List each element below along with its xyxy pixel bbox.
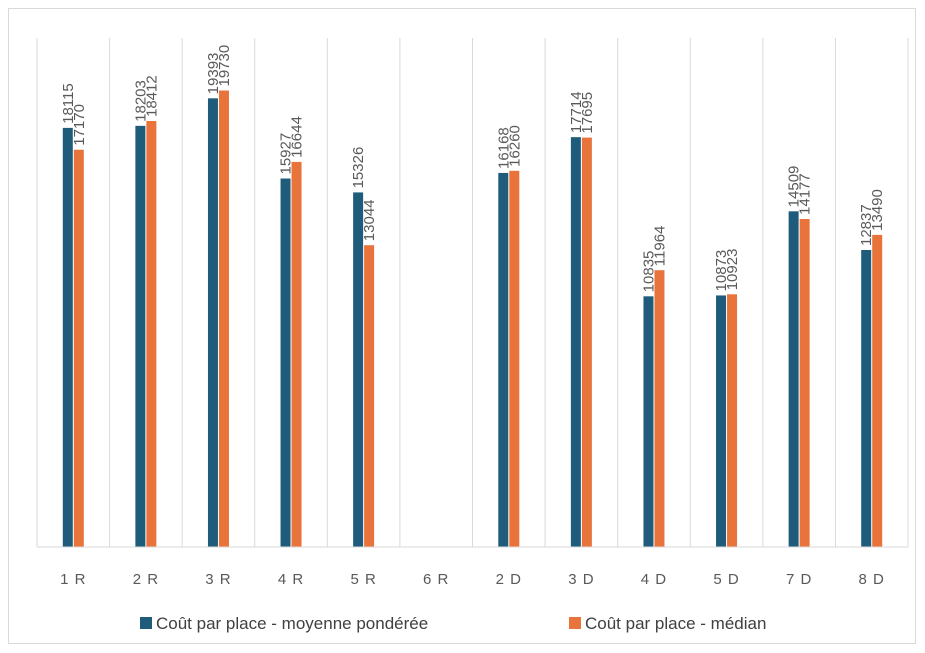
x-tick-label: 4 R (278, 571, 304, 588)
x-tick-label: 3 D (568, 571, 594, 588)
x-tick-label: 2 R (133, 571, 159, 588)
bar-median (509, 170, 520, 547)
bar-weighted-average (498, 172, 509, 547)
bar-weighted-average (861, 249, 872, 547)
bar-weighted-average (570, 137, 581, 547)
x-tick-label: 5 D (713, 571, 739, 588)
chart-frame (8, 8, 916, 644)
data-label: 13044 (361, 199, 378, 241)
legend-label: Coût par place - médian (585, 614, 766, 633)
x-tick-label: 3 R (205, 571, 231, 588)
data-label: 12837 (858, 204, 875, 246)
bar-median (364, 245, 375, 547)
data-label: 14177 (797, 173, 814, 215)
legend-entry-median: Coût par place - médian (569, 614, 766, 633)
bar-weighted-average (788, 211, 799, 547)
legend-entry-weighted-average: Coût par place - moyenne pondérée (140, 614, 428, 633)
x-tick-label: 4 D (641, 571, 667, 588)
bar-weighted-average (643, 296, 654, 547)
bar-weighted-average (716, 295, 727, 547)
bars (62, 90, 883, 548)
bar-median (654, 270, 665, 547)
bar-weighted-average (62, 127, 73, 548)
x-tick-label: 1 R (60, 571, 86, 588)
x-tick-label: 8 D (859, 571, 885, 588)
bar-weighted-average (353, 192, 364, 547)
data-label: 10923 (724, 249, 741, 291)
data-label: 11964 (651, 226, 668, 267)
x-axis-ticks: 1 R 2 R 3 R 4 R 5 R 6 R 2 D 3 D 4 D 5 D 7 D 8 D (60, 571, 885, 588)
x-tick-label: 7 D (786, 571, 812, 588)
legend-swatch (140, 617, 152, 629)
data-label: 16644 (289, 116, 306, 158)
bar-median (146, 121, 157, 547)
grid-lines (36, 38, 909, 547)
data-label: 17695 (579, 92, 596, 134)
data-label: 17170 (71, 104, 88, 146)
bar-median (291, 161, 302, 547)
data-label: 16260 (506, 125, 523, 167)
data-label: 10835 (640, 251, 657, 293)
x-tick-label: 2 D (496, 571, 522, 588)
data-label: 13490 (869, 189, 886, 231)
bar-median (218, 90, 229, 548)
legend-swatch (569, 617, 581, 629)
data-label: 14509 (786, 166, 803, 208)
data-label: 17714 (568, 91, 585, 133)
bar-median (799, 218, 810, 547)
bar-weighted-average (207, 98, 218, 547)
x-tick-label: 5 R (350, 571, 376, 588)
bar-median (581, 137, 592, 547)
data-label: 19393 (205, 53, 222, 95)
data-label: 18412 (143, 75, 160, 117)
bar-weighted-average (280, 178, 291, 547)
legend-label: Coût par place - moyenne pondérée (156, 614, 428, 633)
data-label: 19730 (216, 45, 233, 87)
x-tick-label: 6 R (423, 571, 449, 588)
data-label: 15927 (278, 133, 295, 175)
data-label: 18203 (132, 80, 149, 122)
bar-median (872, 234, 883, 548)
bar-median (727, 294, 738, 547)
data-label: 10873 (713, 250, 730, 292)
data-label: 18115 (60, 83, 77, 124)
bar-median (73, 149, 84, 547)
data-label: 15326 (350, 147, 367, 189)
legend: Coût par place - moyenne pondérée Coût pa… (140, 614, 766, 633)
data-label: 16168 (495, 127, 512, 169)
bar-weighted-average (135, 125, 146, 548)
